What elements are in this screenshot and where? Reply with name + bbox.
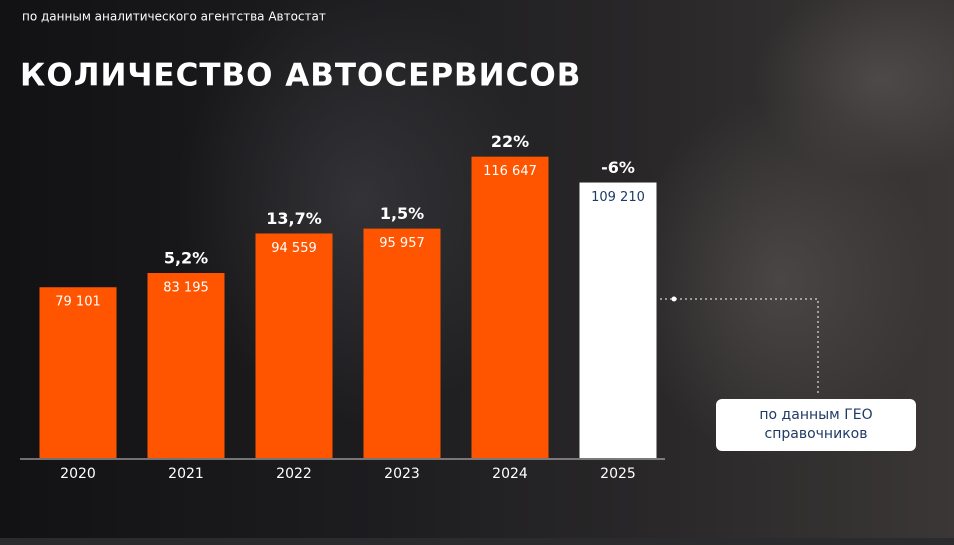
x-tick-label: 2020 <box>60 466 96 482</box>
bar <box>579 182 657 459</box>
x-tick-label: 2025 <box>600 466 636 482</box>
growth-label: 22% <box>491 132 529 151</box>
value-label: 79 101 <box>55 295 101 310</box>
value-label: 95 957 <box>379 236 425 251</box>
growth-label: 5,2% <box>164 248 208 267</box>
value-label: 94 559 <box>271 241 317 256</box>
growth-label: -6% <box>601 158 635 177</box>
x-tick-label: 2023 <box>384 466 420 482</box>
value-label: 83 195 <box>163 280 209 295</box>
connector <box>660 298 819 395</box>
connector-dot <box>671 296 677 302</box>
value-label: 109 210 <box>591 190 645 205</box>
bar <box>147 272 225 458</box>
source: по данным аналитического агентства Автос… <box>22 10 326 24</box>
bar <box>255 233 333 458</box>
footer-strip <box>0 538 954 545</box>
x-tick-label: 2022 <box>276 466 312 482</box>
bar <box>471 156 549 458</box>
growth-label: 13,7% <box>266 209 322 228</box>
chart-title: КОЛИЧЕСТВО АВТОСЕРВИСОВ <box>20 58 581 94</box>
x-tick-label: 2024 <box>492 466 528 482</box>
note: по данным ГЕО справочников <box>716 399 916 451</box>
x-tick-label: 2021 <box>168 466 204 482</box>
value-label: 116 647 <box>483 164 537 179</box>
bar <box>363 228 441 458</box>
bar <box>39 287 117 458</box>
growth-label: 1,5% <box>380 204 424 223</box>
